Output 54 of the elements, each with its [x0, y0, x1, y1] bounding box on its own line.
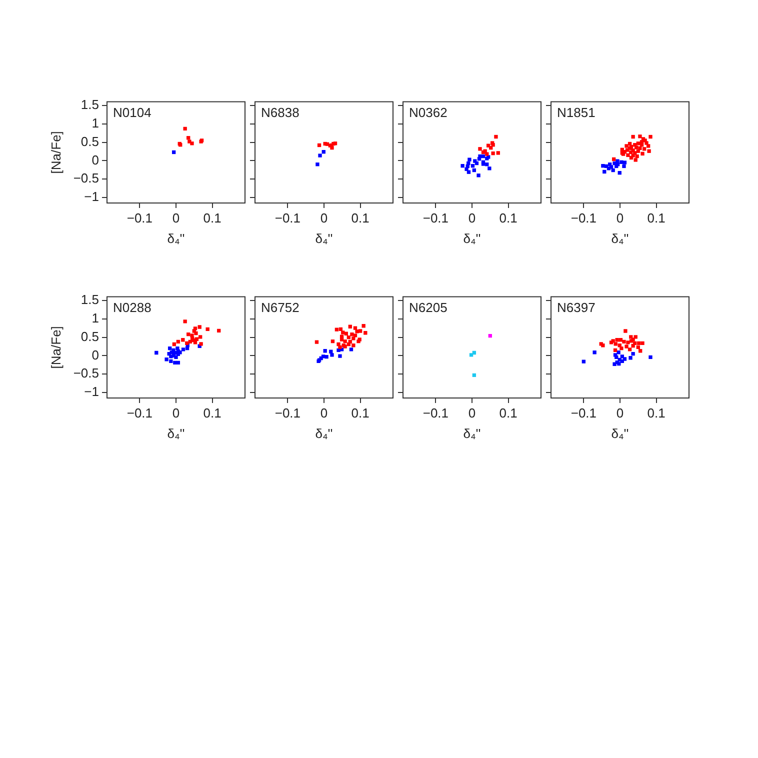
chart-title: N6397: [557, 300, 596, 315]
y-axis-title: [Na/Fe]: [48, 326, 64, 369]
x-tick-label: −0.1: [274, 405, 301, 420]
chart-title: N0104: [113, 104, 152, 120]
chart-title: N0362: [409, 104, 448, 120]
chart-title: N6838: [261, 104, 300, 120]
chart-title: N6752: [261, 300, 300, 315]
x-tick-label: 0.1: [203, 210, 222, 226]
x-tick-label: 0.1: [351, 405, 370, 420]
x-tick-label: 0: [468, 405, 476, 420]
y-tick-label: 1.5: [80, 292, 99, 308]
y-tick-label: −0.5: [73, 366, 99, 381]
x-tick-label: 0: [320, 405, 328, 420]
x-tick-label: 0.1: [647, 210, 666, 226]
x-tick-label: 0: [616, 405, 624, 420]
y-tick-label: 0.5: [80, 328, 99, 344]
x-tick-label: 0.1: [203, 405, 222, 420]
x-tick-label: 0.1: [499, 405, 518, 420]
x-tick-label: 0: [616, 210, 624, 226]
y-tick-label: 0.5: [80, 134, 99, 149]
x-axis-title: δ₄'': [167, 426, 185, 441]
chart-title: N0288: [113, 300, 152, 315]
x-axis-title: δ₄'': [463, 230, 481, 246]
x-tick-label: 0: [172, 405, 180, 420]
x-axis-title: δ₄'': [167, 230, 185, 246]
x-tick-label: −0.1: [422, 405, 449, 420]
y-tick-label: −1: [84, 189, 99, 204]
x-tick-label: −0.1: [570, 405, 597, 420]
x-axis-title: δ₄'': [315, 426, 333, 441]
y-tick-label: −0.5: [73, 170, 99, 186]
x-tick-label: 0: [468, 210, 476, 226]
y-tick-label: 1.5: [80, 97, 99, 112]
x-tick-label: 0.1: [647, 405, 666, 420]
y-tick-label: 1: [92, 310, 99, 326]
y-tick-label: −1: [84, 384, 99, 400]
x-axis-title: δ₄'': [611, 426, 629, 441]
x-tick-label: 0.1: [499, 210, 518, 226]
x-tick-label: −0.1: [570, 210, 597, 226]
y-tick-label: 1: [92, 115, 99, 130]
y-axis-title: [Na/Fe]: [48, 131, 64, 174]
x-tick-label: 0: [320, 210, 328, 226]
chart-title: N1851: [557, 104, 596, 120]
x-tick-label: −0.1: [126, 405, 153, 420]
x-axis-title: δ₄'': [315, 230, 333, 246]
chart-title: N6205: [409, 300, 448, 315]
x-tick-label: −0.1: [274, 210, 301, 226]
y-tick-label: 0: [92, 347, 99, 362]
x-tick-label: 0.1: [351, 210, 370, 226]
x-tick-label: 0: [172, 210, 180, 226]
x-tick-label: −0.1: [126, 210, 153, 226]
x-tick-label: −0.1: [422, 210, 449, 226]
x-axis-title: δ₄'': [611, 230, 629, 246]
y-tick-label: 0: [92, 152, 99, 168]
x-axis-title: δ₄'': [463, 426, 481, 441]
